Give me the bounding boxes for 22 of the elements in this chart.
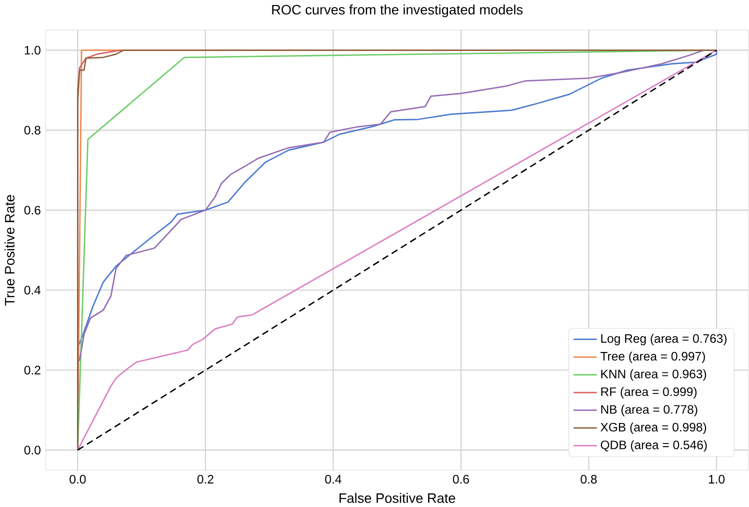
legend-label: RF (area = 0.999) — [601, 386, 697, 398]
x-tick-label: 0.6 — [452, 474, 469, 484]
x-tick-label: 0.8 — [580, 474, 597, 484]
x-tick-label: 0.2 — [197, 474, 214, 484]
y-tick-label: 0.8 — [24, 126, 40, 134]
y-axis-title: True Positive Rate — [4, 194, 15, 306]
legend-label: Log Reg (area = 0.763) — [601, 334, 727, 346]
x-axis-title: False Positive Rate — [340, 492, 456, 503]
y-tick-label: 0.4 — [24, 286, 41, 294]
legend-label: Tree (area = 0.997) — [600, 351, 705, 363]
chart-title: ROC curves from the investigated models — [272, 4, 523, 17]
legend-label: QDB (area = 0.546) — [600, 440, 707, 452]
y-tick-label: 0.2 — [24, 366, 40, 374]
legend-label: KNN (area = 0.963) — [601, 369, 706, 381]
x-tick-label: 0.0 — [70, 474, 86, 484]
y-tick-label: 1.0 — [24, 46, 40, 54]
x-tick-label: 0.4 — [325, 474, 342, 484]
x-tick-label: 1.0 — [708, 474, 725, 484]
legend-label: XGB (area = 0.998) — [600, 422, 706, 434]
y-tick-label: 0.6 — [24, 206, 40, 214]
legend-label: NB (area = 0.778) — [601, 404, 698, 416]
y-tick-label: 0.0 — [24, 446, 40, 454]
